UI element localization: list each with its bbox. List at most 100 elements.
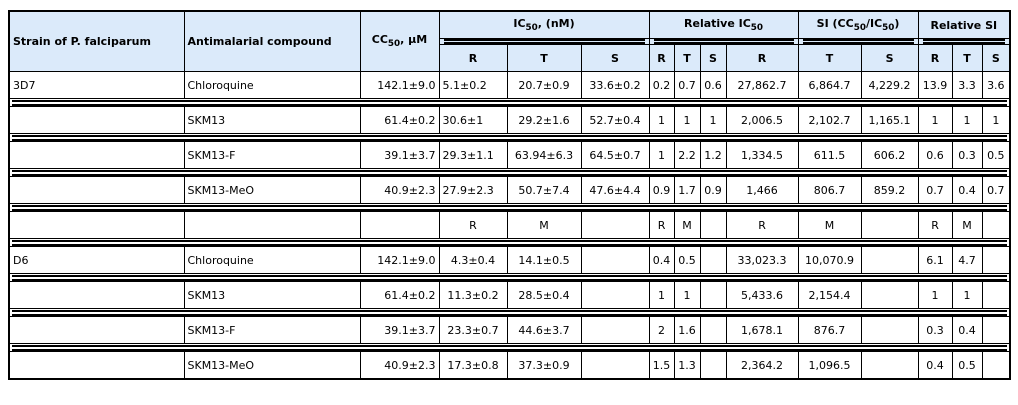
value-cell [860,316,919,344]
value-cell: 1 [673,106,701,134]
strain-cell [8,106,185,134]
value-cell [580,351,650,380]
value-cell: 3.6 [981,71,1011,99]
value-cell: 0.3 [951,141,983,169]
value-cell: 1 [981,106,1011,134]
value-cell [981,316,1011,344]
value-cell [699,316,727,344]
sub-column-header: S [981,44,1011,72]
value-cell: M [673,211,701,239]
value-cell [699,281,727,309]
value-cell: 2,102.7 [797,106,862,134]
value-cell: 37.3±0.9 [506,351,582,380]
value-cell: 61.4±0.2 [359,281,440,309]
value-cell: 0.4 [951,176,983,204]
value-cell: 40.9±2.3 [359,176,440,204]
row-separator [9,203,1011,212]
value-cell: 0.9 [699,176,727,204]
value-cell [981,351,1011,380]
header-cc50: CC50, µM [359,10,440,72]
value-cell: 10,070.9 [797,246,862,274]
value-cell: 39.1±3.7 [359,316,440,344]
value-cell: 1,096.5 [797,351,862,380]
value-cell: 13.9 [917,71,953,99]
strain-cell [8,211,185,239]
value-cell: 0.5 [673,246,701,274]
strain-cell [8,351,185,380]
value-cell [699,246,727,274]
value-cell: 6,864.7 [797,71,862,99]
table-row: SKM13-F 39.1±3.7 23.3±0.7 44.6±3.7 2 1.6 1,678… [8,316,1011,344]
value-cell: 0.4 [648,246,675,274]
value-cell: 29.3±1.1 [438,141,508,169]
header-ic50: IC50, (nM) [438,10,650,39]
value-cell [699,351,727,380]
value-cell: 11.3±0.2 [438,281,508,309]
value-cell: 52.7±0.4 [580,106,650,134]
table-row: SKM13 61.4±0.2 11.3±0.2 28.5±0.4 1 1 5,433.6 2,… [8,281,1011,309]
sub-column-header: S [860,44,919,72]
value-cell: 27,862.7 [725,71,799,99]
value-cell [981,281,1011,309]
sub-column-header: R [438,44,508,72]
value-cell: 1,165.1 [860,106,919,134]
value-cell [699,211,727,239]
value-cell: 5,433.6 [725,281,799,309]
row-separator [9,133,1011,142]
value-cell [860,351,919,380]
strain-cell: 3D7 [8,71,185,99]
value-cell: 1 [917,106,953,134]
compound-cell: SKM13 [183,281,361,309]
strain-cell [8,176,185,204]
value-cell: 2 [648,316,675,344]
value-cell: 1.3 [673,351,701,380]
value-cell: 63.94±6.3 [506,141,582,169]
value-cell: R [648,211,675,239]
row-separator [9,308,1011,317]
header-relative-ic50: Relative IC50 [648,10,799,39]
value-cell: 44.6±3.7 [506,316,582,344]
value-cell: 2,006.5 [725,106,799,134]
value-cell: 1 [917,281,953,309]
value-cell: 0.5 [951,351,983,380]
header-compound: Antimalarial compound [183,10,361,72]
row-separator [9,168,1011,177]
value-cell: 47.6±4.4 [580,176,650,204]
sub-column-header: T [951,44,983,72]
value-cell: 606.2 [860,141,919,169]
value-cell: 30.6±1 [438,106,508,134]
strain-cell [8,316,185,344]
sub-column-header: R [917,44,953,72]
value-cell [981,211,1011,239]
sub-column-header: S [699,44,727,72]
value-cell: 0.6 [917,141,953,169]
strain-cell [8,281,185,309]
table-row: SKM13-F 39.1±3.7 29.3±1.1 63.94±6.3 64.5±0.7… [8,141,1011,169]
value-cell: 0.4 [951,316,983,344]
value-cell: 40.9±2.3 [359,351,440,380]
value-cell: 1.5 [648,351,675,380]
value-cell [580,281,650,309]
value-cell: 1 [648,141,675,169]
row-separator [9,98,1011,107]
value-cell [359,211,440,239]
value-cell [580,211,650,239]
value-cell: R [917,211,953,239]
value-cell: 2.2 [673,141,701,169]
compound-cell: SKM13-F [183,316,361,344]
compound-cell [183,211,361,239]
table-row: SKM13-MeO 40.9±2.3 17.3±0.8 37.3±0.9 1.5 1.3 2… [8,351,1011,380]
value-cell: M [506,211,582,239]
value-cell: 4.7 [951,246,983,274]
header-strain: Strain of P. falciparum [8,10,185,72]
compound-cell: Chloroquine [183,71,361,99]
value-cell: 29.2±1.6 [506,106,582,134]
value-cell: 1,334.5 [725,141,799,169]
value-cell: 50.7±7.4 [506,176,582,204]
value-cell: 17.3±0.8 [438,351,508,380]
value-cell: 2,154.4 [797,281,862,309]
value-cell: 3.3 [951,71,983,99]
value-cell: 1,678.1 [725,316,799,344]
value-cell: 4.3±0.4 [438,246,508,274]
value-cell: 142.1±9.0 [359,71,440,99]
